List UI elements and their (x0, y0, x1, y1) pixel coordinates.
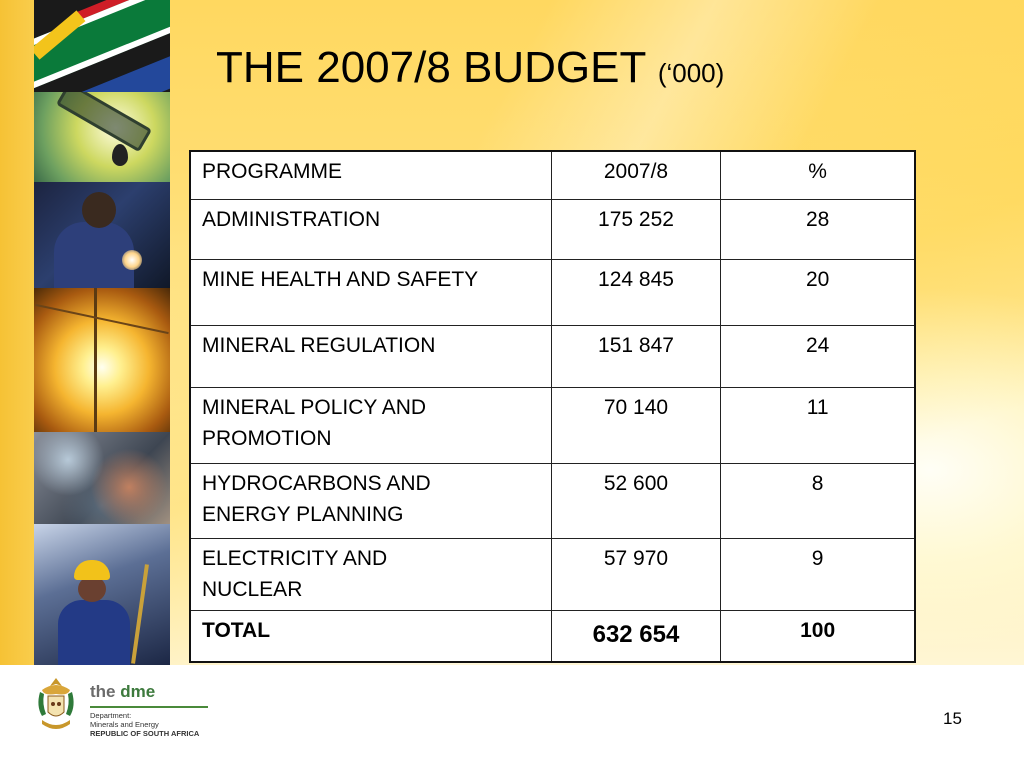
total-label: TOTAL (189, 609, 552, 663)
miner-image (34, 524, 170, 665)
percent-cell: 20 (720, 258, 916, 326)
programme-cell: ADMINISTRATION (189, 198, 552, 260)
amount-cell: 124 845 (550, 258, 722, 326)
header-programme: PROGRAMME (189, 150, 552, 200)
programme-line: PROMOTION (202, 426, 332, 450)
programme-cell: HYDROCARBONS AND ENERGY PLANNING (189, 462, 552, 539)
percent-cell: 9 (720, 537, 916, 611)
power-line-sun-image (34, 288, 170, 432)
amount-cell: 151 847 (550, 324, 722, 388)
logo-divider (90, 706, 208, 708)
percent-cell: 11 (720, 386, 916, 464)
logo-line-department: Department: (90, 711, 132, 720)
header-year: 2007/8 (550, 150, 722, 200)
logo-line-country: REPUBLIC OF SOUTH AFRICA (90, 729, 200, 738)
programme-cell: MINERAL POLICY AND PROMOTION (189, 386, 552, 464)
percent-cell: 8 (720, 462, 916, 539)
header-percent: % (720, 150, 916, 200)
mineral-rock-image (34, 432, 170, 524)
percent-cell: 28 (720, 198, 916, 260)
table-row: MINE HEALTH AND SAFETY 124 845 20 (189, 258, 916, 326)
table-row: ADMINISTRATION 175 252 28 (189, 198, 916, 260)
total-amount: 632 654 (550, 609, 722, 663)
programme-line: HYDROCARBONS AND (202, 471, 431, 495)
programme-cell: MINE HEALTH AND SAFETY (189, 258, 552, 326)
oil-beaker-image (34, 92, 170, 182)
programme-line: MINERAL POLICY AND (202, 395, 427, 419)
programme-line: ENERGY PLANNING (202, 502, 404, 526)
programme-line: ELECTRICITY AND (202, 546, 388, 570)
total-percent: 100 (720, 609, 916, 663)
amount-cell: 70 140 (550, 386, 722, 464)
amount-cell: 175 252 (550, 198, 722, 260)
left-edge-band (0, 0, 34, 665)
slide-footer (0, 665, 1024, 768)
programme-cell: MINERAL REGULATION (189, 324, 552, 388)
slide-title: THE 2007/8 BUDGET (‘000) (216, 43, 725, 92)
sa-flag-image (34, 0, 170, 92)
table-row: MINERAL REGULATION 151 847 24 (189, 324, 916, 388)
photo-strip (34, 0, 170, 665)
percent-cell: 24 (720, 324, 916, 388)
welder-image (34, 182, 170, 288)
amount-cell: 52 600 (550, 462, 722, 539)
page-number: 15 (943, 709, 962, 728)
table-row: HYDROCARBONS AND ENERGY PLANNING 52 600 8 (189, 462, 916, 539)
programme-cell: ELECTRICITY AND NUCLEAR (189, 537, 552, 611)
title-unit: (‘000) (657, 58, 725, 88)
logo-line-ministry: Minerals and Energy (90, 720, 159, 729)
title-text: THE 2007/8 BUDGET (216, 43, 646, 92)
amount-cell: 57 970 (550, 537, 722, 611)
total-row: TOTAL 632 654 100 (189, 609, 916, 663)
budget-table: PROGRAMME 2007/8 % ADMINISTRATION 175 25… (189, 150, 916, 663)
table-row: ELECTRICITY AND NUCLEAR 57 970 9 (189, 537, 916, 611)
programme-line: NUCLEAR (202, 577, 303, 601)
dme-wordmark: the dme (90, 682, 156, 701)
table-row: MINERAL POLICY AND PROMOTION 70 140 11 (189, 386, 916, 464)
table-header-row: PROGRAMME 2007/8 % (189, 150, 916, 200)
national-coat-of-arms-icon (38, 678, 74, 729)
